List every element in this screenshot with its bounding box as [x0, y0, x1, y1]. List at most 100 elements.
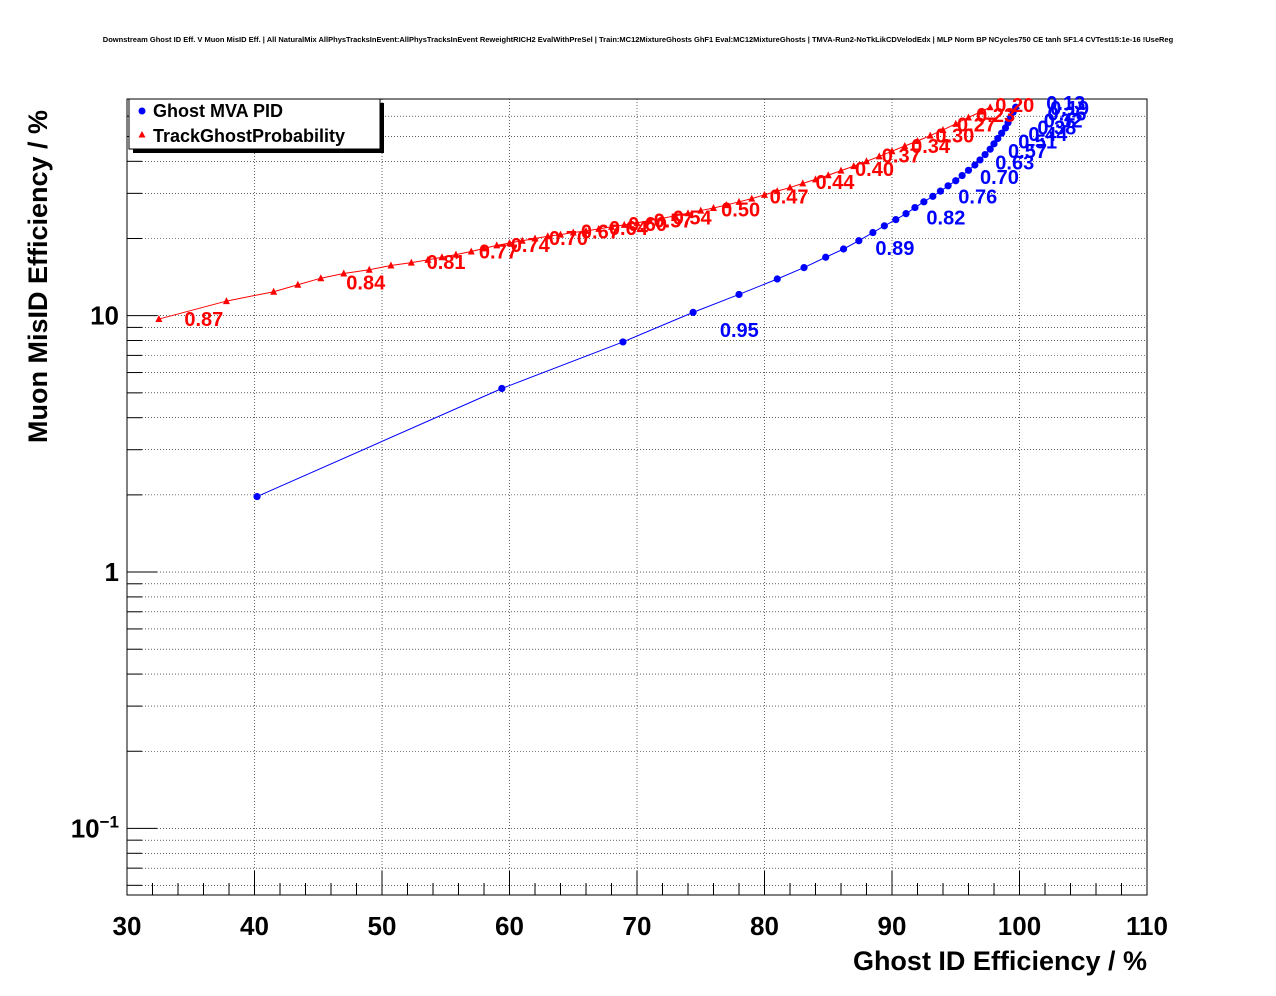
data-point	[340, 269, 348, 277]
data-point	[875, 152, 883, 160]
x-tick-label: 90	[878, 911, 907, 941]
data-point	[944, 182, 952, 190]
plot-frame	[126, 98, 1148, 896]
data-point	[518, 236, 526, 244]
data-point	[480, 244, 488, 252]
data-point	[981, 150, 989, 159]
data-label: 0.57	[654, 211, 693, 233]
data-label: 0.38	[1037, 117, 1076, 139]
data-point	[800, 263, 808, 272]
data-label: 0.54	[673, 208, 713, 230]
data-label: 0.51	[1018, 132, 1057, 154]
data-point	[544, 232, 552, 240]
data-point	[317, 274, 325, 282]
data-label: 0.26	[1048, 104, 1087, 126]
data-point	[869, 228, 877, 237]
data-point	[697, 206, 705, 214]
data-label: 0.44	[1028, 124, 1068, 146]
data-point	[986, 145, 994, 153]
data-label: 0.47	[770, 186, 809, 208]
data-label: 0.70	[980, 167, 1019, 189]
data-point	[990, 140, 998, 148]
x-tick-label: 40	[240, 911, 269, 941]
data-label: 0.23	[976, 105, 1015, 127]
data-point	[735, 290, 743, 299]
data-point	[659, 214, 666, 222]
data-point	[824, 171, 832, 179]
data-label: 0.87	[184, 309, 223, 331]
data-point	[253, 492, 261, 501]
data-label: 0.44	[816, 172, 856, 194]
data-label: 0.64	[609, 218, 649, 240]
series-line-trackghostprobability	[158, 106, 991, 320]
data-point	[850, 162, 858, 170]
data-point	[620, 220, 628, 228]
data-point	[582, 226, 590, 234]
data-point	[971, 161, 979, 169]
series-trackghostprobability	[155, 103, 994, 323]
data-point	[735, 197, 743, 205]
legend-marker-ghost-mva-pid	[138, 107, 146, 115]
data-label: 0.63	[995, 152, 1034, 174]
data-point	[952, 119, 960, 127]
data-point	[822, 253, 830, 261]
y-tick-label: 10−1	[71, 812, 119, 843]
data-label: 0.30	[935, 126, 974, 148]
data-label: 0.40	[855, 159, 894, 181]
data-point	[222, 297, 230, 305]
data-label: 0.82	[926, 208, 965, 230]
data-point	[387, 261, 395, 269]
data-point	[939, 125, 947, 133]
data-point	[976, 156, 984, 164]
x-tick-label: 30	[113, 911, 142, 941]
data-point	[710, 203, 717, 211]
data-label: 0.81	[427, 252, 466, 274]
x-tick-label: 70	[623, 911, 652, 941]
data-point	[270, 287, 278, 295]
x-tick-label: 60	[495, 911, 524, 941]
data-point	[994, 134, 1002, 143]
data-point	[839, 245, 848, 253]
data-point	[608, 222, 615, 230]
data-point	[498, 384, 506, 393]
data-point	[595, 224, 603, 232]
data-point	[722, 201, 730, 209]
data-point	[855, 237, 863, 245]
data-point	[506, 239, 513, 247]
data-label: 0.77	[479, 241, 518, 263]
data-label: 0.13	[1046, 93, 1085, 115]
data-label: 0.76	[958, 186, 997, 208]
data-point	[452, 250, 460, 258]
x-tick-label: 110	[1126, 911, 1168, 941]
data-point	[929, 192, 937, 200]
data-point	[888, 147, 896, 155]
data-point	[155, 315, 163, 323]
data-point	[569, 228, 577, 236]
chart-title: Downstream Ghost ID Eff. V Muon MisID Ef…	[103, 35, 1174, 44]
data-point	[294, 280, 302, 288]
y-tick-label: 1	[105, 557, 119, 587]
data-point	[863, 157, 870, 165]
data-series	[155, 103, 1020, 501]
data-point	[901, 141, 909, 149]
data-point	[958, 171, 966, 180]
data-point	[689, 308, 697, 316]
x-tick-labels: 30 40 50 60 70 80 90 100 110	[113, 911, 1168, 941]
y-tick-labels: 10 1 10−1	[71, 301, 119, 844]
data-label: 0.20	[995, 95, 1034, 117]
data-label: 0.34	[911, 136, 951, 158]
data-point	[557, 230, 564, 238]
data-point	[964, 166, 973, 174]
data-point	[911, 203, 919, 212]
legend-box	[128, 98, 381, 150]
y-axis-title: Muon MisID Efficiency / %	[23, 110, 53, 443]
data-point	[1012, 103, 1020, 111]
data-point	[977, 107, 985, 115]
point-labels: 0.950.890.820.760.700.630.570.510.440.38…	[184, 93, 1089, 342]
data-point	[407, 258, 415, 266]
y-tick-label: 10	[90, 301, 119, 331]
data-point	[926, 131, 934, 139]
x-axis-title: Ghost ID Efficiency / %	[853, 946, 1147, 976]
data-point	[773, 187, 781, 195]
